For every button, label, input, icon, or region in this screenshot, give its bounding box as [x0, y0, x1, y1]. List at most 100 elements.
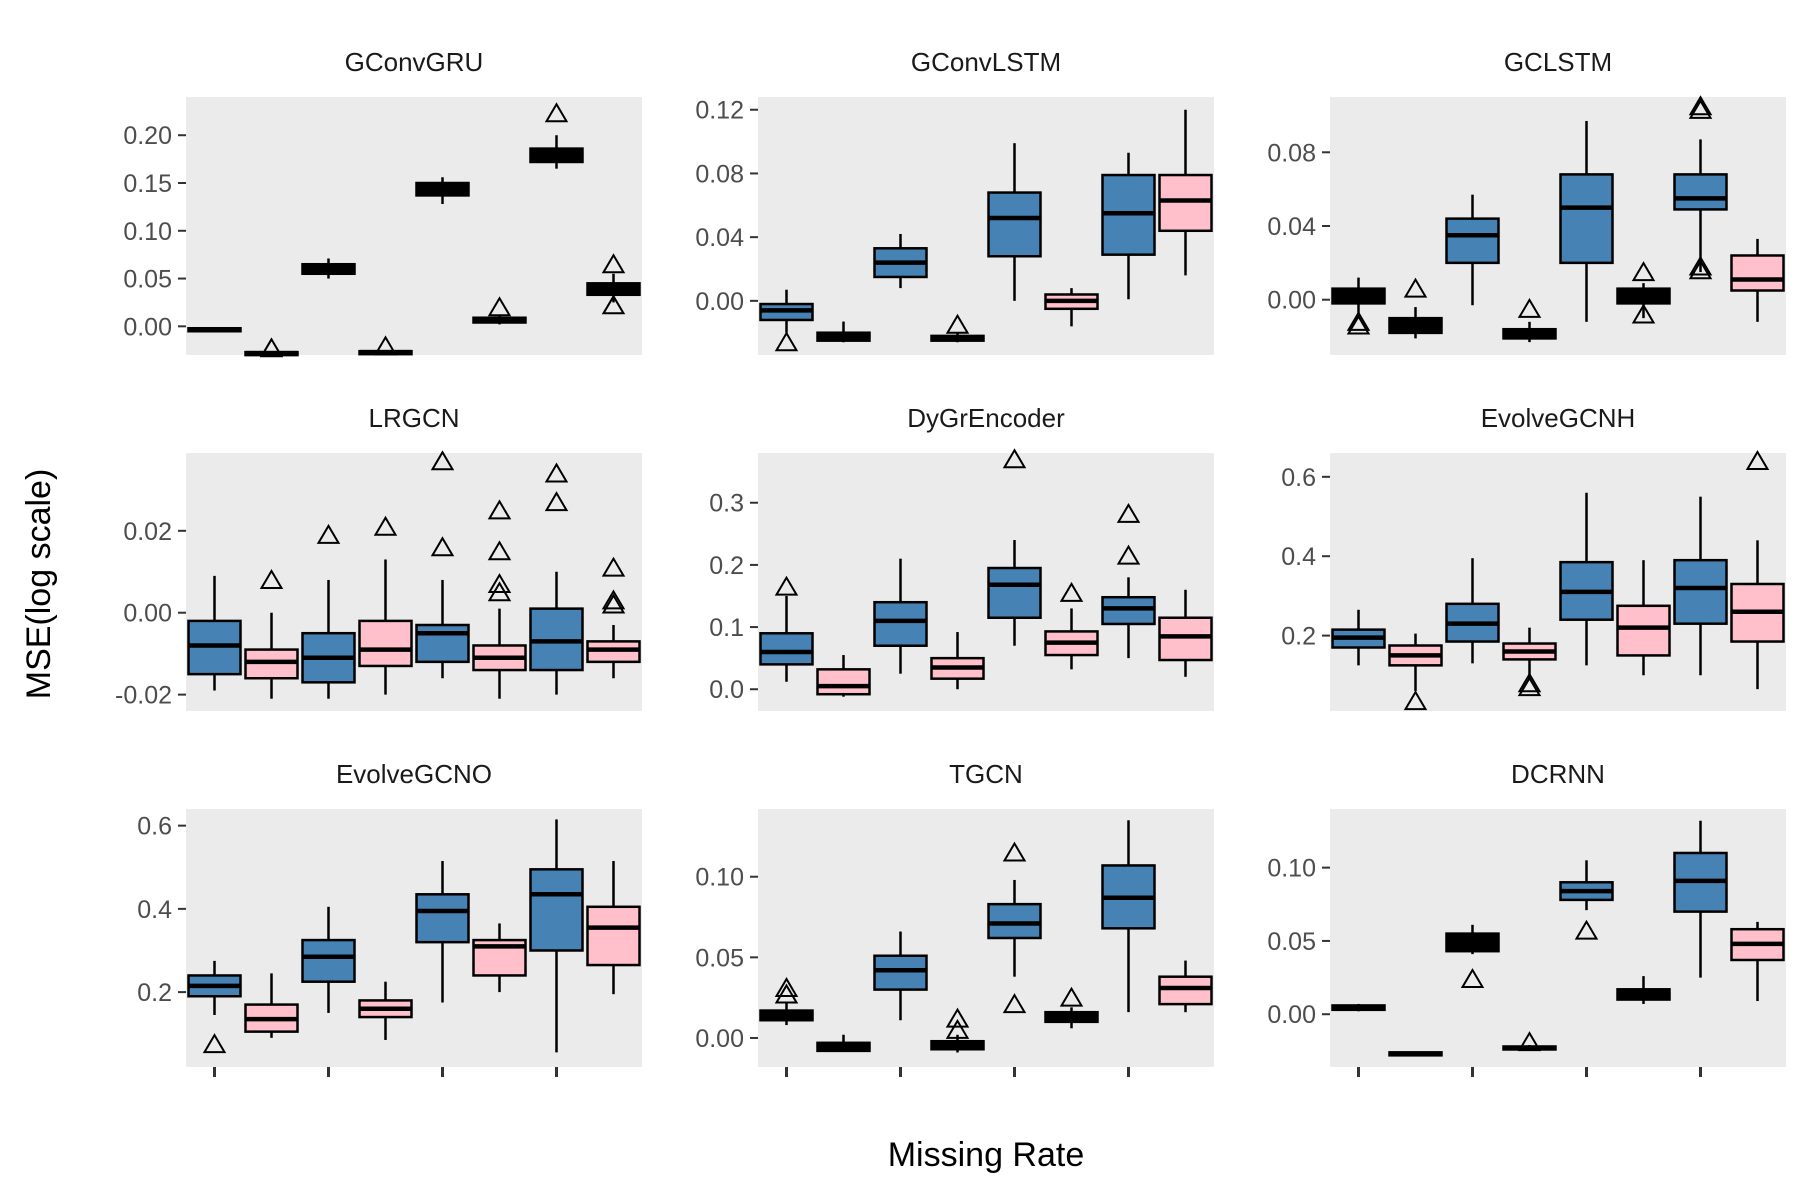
outlier-triangle [259, 337, 284, 358]
box-1 [759, 977, 814, 1026]
box-iqr [529, 868, 584, 952]
outlier-triangle [945, 313, 970, 334]
outlier-triangle [316, 523, 341, 544]
box-6 [472, 296, 527, 325]
box-7 [1673, 820, 1728, 978]
outlier-triangle [1574, 919, 1599, 940]
box-2 [1388, 633, 1443, 711]
y-tick-label: 0.4 [137, 896, 172, 924]
outlier-triangle [1346, 314, 1371, 335]
y-tick-label: 0.05 [695, 944, 744, 972]
y-tick-label: 0.15 [123, 170, 172, 198]
panel-gconvgru: GConvGRU 0.00 0.05 0.10 0.15 0.20 [123, 47, 642, 358]
outlier-triangle [1688, 98, 1713, 119]
box-4 [930, 632, 985, 690]
box-8 [1730, 449, 1785, 690]
box-7 [529, 462, 584, 695]
box-1 [187, 575, 242, 691]
box-iqr [816, 668, 871, 696]
x-axis-title: Missing Rate [888, 1136, 1085, 1174]
box-iqr [987, 566, 1042, 619]
y-tick-label: 0.10 [1267, 855, 1316, 883]
box-3 [873, 233, 928, 289]
outlier-triangle [601, 253, 626, 274]
outlier-triangle [1688, 95, 1713, 116]
box-4 [930, 1007, 985, 1053]
panel-background [758, 809, 1214, 1067]
outlier-triangle [601, 294, 626, 315]
box-6 [1044, 581, 1099, 670]
outlier-triangle [1116, 544, 1141, 565]
box-8 [1730, 238, 1785, 322]
y-tick-label: 0.00 [695, 1025, 744, 1053]
outlier-triangle [1403, 690, 1428, 711]
box-iqr [1445, 217, 1500, 265]
box-iqr [1158, 173, 1213, 233]
panel-dcrnn: DCRNN 0.00 0.05 0.10 [1267, 759, 1786, 1077]
y-tick-label: 0.00 [123, 313, 172, 341]
box-8 [1158, 589, 1213, 677]
y-tick-label: 0.2 [709, 552, 744, 580]
y-tick-label: 0.3 [709, 490, 744, 518]
panel-evolvegcno: EvolveGCNO 0.2 0.4 0.6 [137, 759, 642, 1077]
box-2 [1388, 1051, 1443, 1057]
box-2 [816, 655, 871, 697]
outlier-triangle [601, 556, 626, 577]
box-iqr [987, 191, 1042, 258]
box-iqr [1673, 558, 1728, 625]
box-8 [586, 253, 641, 315]
box-5 [1559, 860, 1614, 940]
outlier-triangle [544, 491, 569, 512]
box-iqr [987, 902, 1042, 940]
y-tick-label: 0.04 [695, 224, 744, 252]
outlier-triangle [487, 296, 512, 317]
outlier-triangle [1002, 448, 1027, 469]
y-tick-label: 0.02 [123, 518, 172, 546]
box-2 [244, 337, 299, 358]
box-6 [472, 499, 527, 699]
outlier-triangle [774, 575, 799, 596]
outlier-triangle [1631, 261, 1656, 282]
box-3 [873, 558, 928, 674]
box-6 [1044, 288, 1099, 327]
outlier-triangle [487, 540, 512, 561]
box-iqr [1673, 173, 1728, 211]
y-tick-label: 0.0 [709, 676, 744, 704]
panel-title: GConvGRU [345, 47, 484, 77]
outlier-triangle [945, 1018, 970, 1039]
y-tick-label: -0.02 [115, 682, 172, 710]
outlier-triangle [1346, 310, 1371, 331]
panel-background [186, 97, 642, 355]
outlier-triangle [774, 983, 799, 1004]
y-tick-label: 0.00 [1267, 1001, 1316, 1029]
box-5 [1559, 492, 1614, 666]
box-3 [1445, 924, 1500, 989]
y-tick-label: 0.6 [1281, 464, 1316, 492]
outlier-triangle [1517, 672, 1542, 693]
box-2 [244, 568, 299, 699]
outlier-triangle [1688, 259, 1713, 280]
box-4 [358, 335, 413, 356]
y-tick-label: 0.00 [123, 600, 172, 628]
box-6 [1044, 986, 1099, 1029]
box-iqr [415, 893, 470, 944]
box-5 [987, 448, 1042, 646]
box-1 [1331, 609, 1386, 666]
panel-evolvegcnh: EvolveGCNH 0.2 0.4 0.6 [1281, 403, 1786, 711]
box-3 [873, 931, 928, 1021]
panel-title: DCRNN [1511, 759, 1605, 789]
box-1 [1331, 277, 1386, 335]
outlier-triangle [945, 1007, 970, 1028]
box-7 [1673, 496, 1728, 676]
outlier-triangle [1688, 255, 1713, 276]
box-iqr [1616, 604, 1671, 657]
box-8 [1158, 109, 1213, 276]
box-iqr [301, 938, 356, 983]
panel-dygrencoder: DyGrEncoder 0.0 0.1 0.2 0.3 [709, 403, 1214, 711]
panel-background [1330, 809, 1786, 1067]
outlier-triangle [601, 589, 626, 610]
panel-title: GConvLSTM [911, 47, 1061, 77]
panel-title: EvolveGCNO [336, 759, 492, 789]
outlier-triangle [259, 568, 284, 589]
